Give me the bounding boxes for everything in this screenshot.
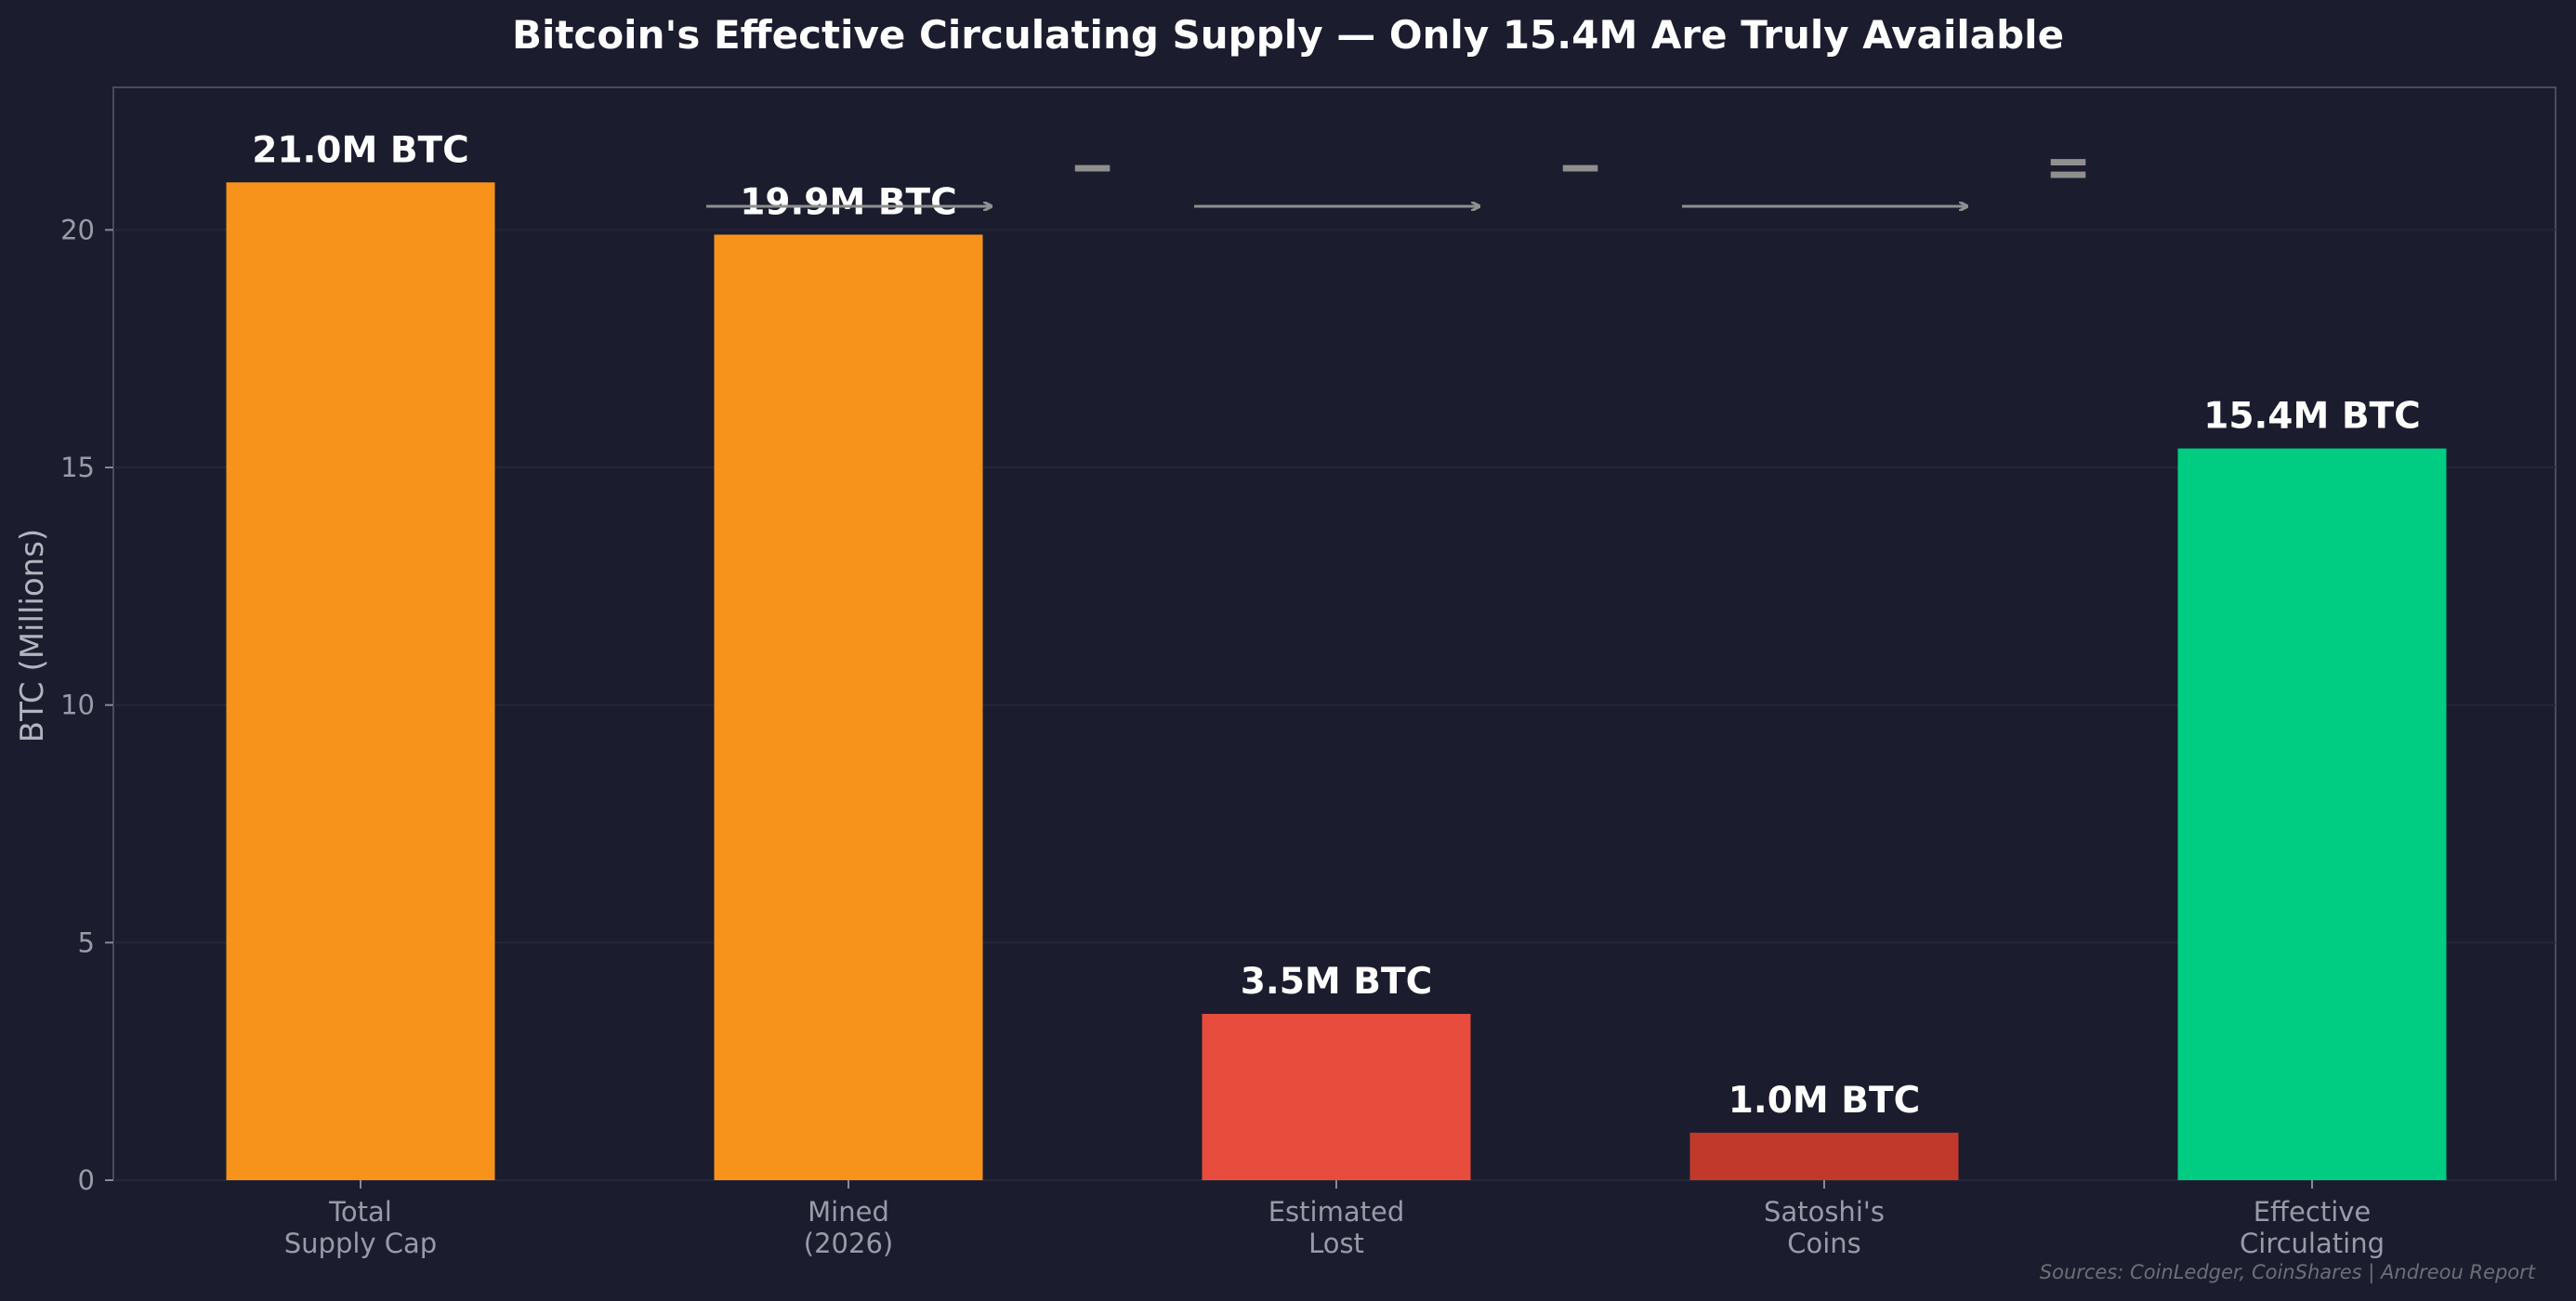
y-tick-label: 10 bbox=[60, 690, 95, 721]
bar bbox=[1202, 1014, 1471, 1180]
data-label: 3.5M BTC bbox=[1241, 961, 1432, 1003]
x-tick-label: Circulating bbox=[2240, 1228, 2385, 1259]
data-label: 15.4M BTC bbox=[2203, 396, 2421, 438]
y-tick-label: 5 bbox=[78, 926, 95, 958]
x-tick-label: Estimated bbox=[1268, 1196, 1405, 1228]
y-tick-label: 15 bbox=[60, 452, 95, 483]
chart-title: Bitcoin's Effective Circulating Supply —… bbox=[512, 12, 2064, 58]
source-note: Sources: CoinLedger, CoinShares | Andreo… bbox=[2040, 1261, 2536, 1284]
x-tick-label: Coins bbox=[1787, 1228, 1861, 1259]
data-label: 21.0M BTC bbox=[252, 129, 469, 171]
bar bbox=[1689, 1132, 1959, 1180]
operator-symbol: − bbox=[1557, 135, 1603, 200]
x-tick-label: Total bbox=[328, 1196, 392, 1228]
x-tick-label: Mined bbox=[808, 1196, 889, 1228]
x-tick-label: Lost bbox=[1308, 1228, 1364, 1259]
operator-symbol: − bbox=[1069, 135, 1115, 200]
plot-area bbox=[112, 86, 2556, 1181]
operator-symbol: = bbox=[2044, 135, 2091, 200]
bar bbox=[2177, 448, 2447, 1180]
data-label: 19.9M BTC bbox=[740, 182, 957, 224]
x-tick-label: Supply Cap bbox=[284, 1228, 437, 1259]
x-tick-label: (2026) bbox=[804, 1228, 893, 1259]
bar bbox=[714, 234, 983, 1181]
y-tick-label: 0 bbox=[78, 1164, 95, 1196]
bar bbox=[226, 182, 495, 1180]
y-axis-label: BTC (Millions) bbox=[14, 529, 51, 742]
y-tick-label: 20 bbox=[60, 214, 95, 245]
data-label: 1.0M BTC bbox=[1728, 1080, 1920, 1122]
x-tick-label: Effective bbox=[2254, 1196, 2372, 1228]
x-tick-label: Satoshi's bbox=[1764, 1196, 1885, 1228]
